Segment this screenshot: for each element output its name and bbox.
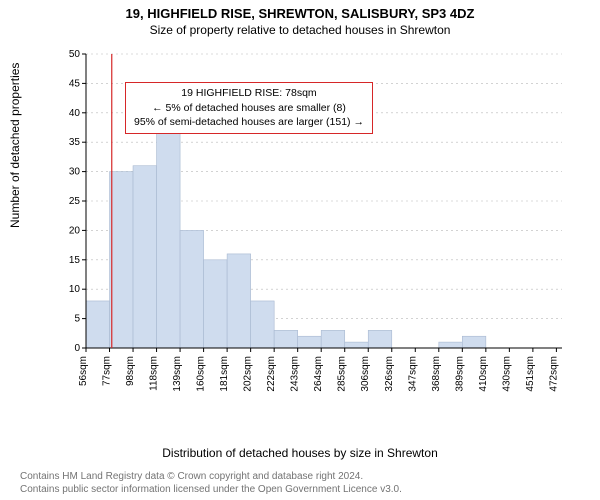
svg-text:243sqm: 243sqm <box>290 356 301 392</box>
svg-text:430sqm: 430sqm <box>501 356 512 392</box>
svg-text:389sqm: 389sqm <box>454 356 465 392</box>
footer-line-2: Contains public sector information licen… <box>20 483 402 496</box>
svg-text:306sqm: 306sqm <box>360 356 371 392</box>
svg-text:410sqm: 410sqm <box>478 356 489 392</box>
svg-text:98sqm: 98sqm <box>125 356 136 386</box>
svg-text:25: 25 <box>69 196 81 207</box>
svg-text:45: 45 <box>69 78 81 89</box>
footer-line-1: Contains HM Land Registry data © Crown c… <box>20 470 402 483</box>
svg-text:15: 15 <box>69 255 81 266</box>
svg-text:160sqm: 160sqm <box>196 356 207 392</box>
x-axis-label: Distribution of detached houses by size … <box>0 446 600 460</box>
svg-text:181sqm: 181sqm <box>219 356 230 392</box>
svg-text:472sqm: 472sqm <box>548 356 559 392</box>
annotation-box: 19 HIGHFIELD RISE: 78sqm ← 5% of detache… <box>125 82 373 134</box>
annotation-line-2: ← 5% of detached houses are smaller (8) <box>134 101 364 116</box>
svg-text:10: 10 <box>69 284 81 295</box>
svg-text:285sqm: 285sqm <box>337 356 348 392</box>
svg-text:0: 0 <box>74 343 80 354</box>
svg-text:5: 5 <box>74 314 80 325</box>
y-axis-label: Number of detached properties <box>8 63 22 228</box>
svg-text:56sqm: 56sqm <box>78 356 89 386</box>
footer-credits: Contains HM Land Registry data © Crown c… <box>20 470 402 496</box>
svg-text:20: 20 <box>69 225 81 236</box>
svg-text:222sqm: 222sqm <box>266 356 277 392</box>
svg-text:35: 35 <box>69 137 81 148</box>
svg-text:347sqm: 347sqm <box>407 356 418 392</box>
svg-text:118sqm: 118sqm <box>149 356 160 391</box>
page-subtitle: Size of property relative to detached ho… <box>0 21 600 37</box>
svg-text:30: 30 <box>69 167 81 178</box>
chart-container: 19, HIGHFIELD RISE, SHREWTON, SALISBURY,… <box>0 0 600 500</box>
svg-text:50: 50 <box>69 49 81 60</box>
svg-text:451sqm: 451sqm <box>525 356 536 392</box>
page-title: 19, HIGHFIELD RISE, SHREWTON, SALISBURY,… <box>0 0 600 21</box>
svg-text:77sqm: 77sqm <box>102 356 113 386</box>
svg-text:40: 40 <box>69 108 81 119</box>
annotation-line-3: 95% of semi-detached houses are larger (… <box>134 115 364 130</box>
svg-text:202sqm: 202sqm <box>243 356 254 392</box>
annotation-line-1: 19 HIGHFIELD RISE: 78sqm <box>134 86 364 101</box>
svg-text:264sqm: 264sqm <box>313 356 324 392</box>
svg-text:368sqm: 368sqm <box>431 356 442 392</box>
svg-text:139sqm: 139sqm <box>172 356 183 392</box>
svg-text:326sqm: 326sqm <box>384 356 395 392</box>
